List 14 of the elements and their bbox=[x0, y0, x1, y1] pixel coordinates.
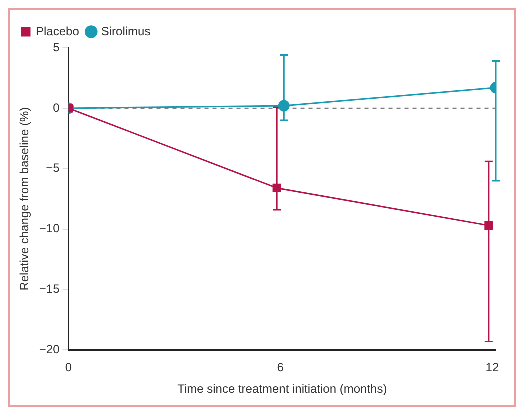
y-tick-label: 5 bbox=[53, 40, 60, 54]
y-tick-label: −5 bbox=[46, 161, 60, 176]
point bbox=[272, 184, 282, 193]
y-tick-label: −20 bbox=[39, 342, 60, 357]
y-axis-title: Relative change from baseline (%) bbox=[18, 107, 32, 291]
x-tick-label: 0 bbox=[65, 360, 72, 375]
y-tick-label: −10 bbox=[39, 222, 60, 236]
x-tick-label: 12 bbox=[486, 360, 500, 375]
x-axis-title: Time since treatment initiation (months) bbox=[178, 382, 388, 396]
x-tick-label: 6 bbox=[277, 360, 284, 375]
y-tick-label: 0 bbox=[53, 100, 60, 115]
legend-label: Sirolimus bbox=[101, 24, 151, 38]
y-tick-label: −15 bbox=[39, 282, 60, 296]
legend-label: Placebo bbox=[36, 24, 80, 38]
